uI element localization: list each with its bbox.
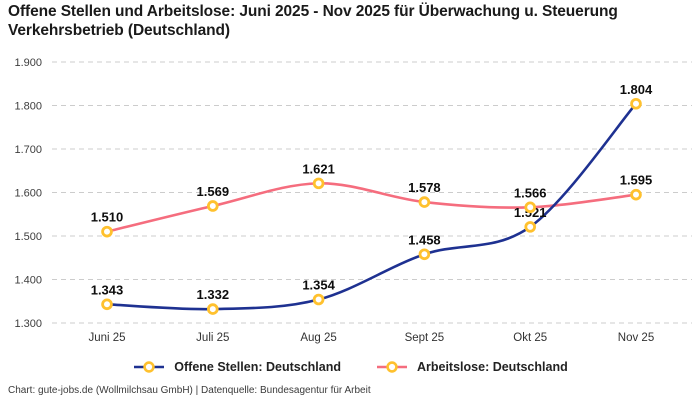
series-line — [105, 102, 638, 311]
legend-marker-icon — [143, 361, 155, 373]
x-axis-tick-label: Nov 25 — [618, 332, 654, 344]
data-point-1-3[interactable] — [418, 196, 431, 208]
data-point-1-2[interactable] — [312, 177, 325, 190]
data-point-label: 1.354 — [302, 278, 335, 293]
data-point-label: 1.595 — [620, 173, 653, 188]
data-point-0-2[interactable] — [312, 293, 325, 306]
data-point-label: 1.566 — [514, 185, 547, 200]
legend-item-offene-stellen[interactable]: Offene Stellen: Deutschland — [132, 360, 341, 374]
data-point-0-1[interactable] — [207, 303, 219, 315]
series-line — [105, 182, 638, 233]
chart-legend: Offene Stellen: Deutschland Arbeitslose:… — [0, 360, 700, 374]
legend-swatch-arbeitslose — [376, 361, 407, 373]
data-point-label: 1.569 — [197, 184, 230, 199]
data-point-0-5[interactable] — [630, 97, 642, 110]
line-chart: 1.300 1.400 1.500 1.600 1.700 1.800 1.900 Juni … — [14, 57, 692, 344]
chart-footer: Chart: gute-jobs.de (Wollmilchsau GmbH) … — [8, 385, 371, 396]
legend-marker-icon — [386, 361, 398, 373]
x-axis-tick-label: Sept 25 — [405, 332, 445, 344]
x-axis-tick-label: Aug 25 — [300, 332, 336, 344]
data-point-label: 1.343 — [91, 282, 124, 297]
y-axis-tick-label: 1.500 — [14, 231, 42, 243]
data-point-0-3[interactable] — [418, 248, 431, 261]
data-point-label: 1.804 — [620, 82, 653, 97]
y-axis-tick-label: 1.400 — [14, 275, 42, 287]
data-point-label: 1.332 — [197, 287, 230, 302]
data-point-label: 1.621 — [302, 161, 335, 176]
legend-label: Offene Stellen: Deutschland — [174, 360, 341, 374]
y-axis-tick-label: 1.900 — [14, 57, 42, 69]
chart-title: Offene Stellen und Arbeitslose: Juni 202… — [8, 3, 618, 40]
legend-label: Arbeitslose: Deutschland — [416, 360, 568, 374]
data-point-0-4[interactable] — [524, 221, 536, 233]
x-axis-tick-label: Juni 25 — [88, 332, 125, 344]
data-point-1-4[interactable] — [524, 201, 536, 214]
legend-item-arbeitslose[interactable]: Arbeitslose: Deutschland — [375, 360, 568, 374]
data-point-1-0[interactable] — [101, 225, 113, 238]
x-axis-tick-label: Okt 25 — [513, 332, 547, 344]
data-point-1-1[interactable] — [207, 200, 219, 212]
x-axis-tick-label: Juli 25 — [196, 332, 229, 344]
y-axis-tick-label: 1.800 — [14, 101, 42, 113]
data-point-0-0[interactable] — [101, 298, 113, 311]
data-point-label: 1.458 — [408, 232, 441, 247]
y-axis-tick-label: 1.700 — [14, 144, 42, 156]
data-point-label: 1.578 — [408, 180, 441, 195]
data-point-1-5[interactable] — [630, 188, 642, 201]
data-point-label: 1.510 — [91, 210, 124, 225]
legend-swatch-offene-stellen — [134, 361, 165, 373]
y-axis-tick-label: 1.600 — [14, 188, 42, 200]
y-axis-tick-label: 1.300 — [14, 318, 42, 330]
